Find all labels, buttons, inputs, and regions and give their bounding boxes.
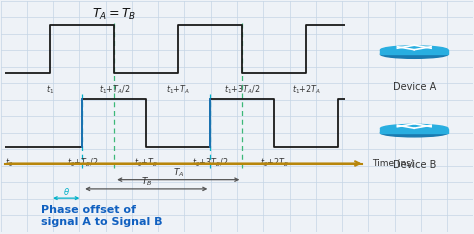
Text: $t_2{+}3T_B/2$: $t_2{+}3T_B/2$ — [192, 157, 228, 169]
Text: $t_1{+}2T_A$: $t_1{+}2T_A$ — [292, 84, 321, 96]
Text: $t_2{+}T_B/2$: $t_2{+}T_B/2$ — [66, 157, 98, 169]
Text: Phase offset of
signal A to Signal B: Phase offset of signal A to Signal B — [41, 205, 163, 227]
Ellipse shape — [381, 124, 448, 133]
Text: $T_A$: $T_A$ — [173, 166, 184, 179]
Text: $t_1{+}T_A$: $t_1{+}T_A$ — [166, 84, 190, 96]
Text: Device B: Device B — [392, 160, 436, 170]
Text: $t_1{+}T_A/2$: $t_1{+}T_A/2$ — [99, 84, 130, 96]
Text: $t_2$: $t_2$ — [5, 157, 13, 169]
FancyBboxPatch shape — [381, 128, 448, 133]
FancyBboxPatch shape — [381, 50, 448, 54]
Text: $T_B$: $T_B$ — [140, 175, 152, 188]
Text: $t_2{+}2T_B$: $t_2{+}2T_B$ — [260, 157, 289, 169]
Text: $t_1{+}3T_A/2$: $t_1{+}3T_A/2$ — [224, 84, 261, 96]
Text: $T_A=T_B$: $T_A=T_B$ — [92, 7, 137, 22]
Text: $t_1$: $t_1$ — [46, 84, 55, 96]
Text: $t_2{+}T_B$: $t_2{+}T_B$ — [134, 157, 158, 169]
Ellipse shape — [381, 46, 448, 54]
Text: Device A: Device A — [392, 81, 436, 91]
Text: $\theta$: $\theta$ — [63, 186, 70, 197]
Text: Time (ns): Time (ns) — [372, 159, 414, 168]
Ellipse shape — [381, 50, 448, 58]
Ellipse shape — [381, 129, 448, 137]
